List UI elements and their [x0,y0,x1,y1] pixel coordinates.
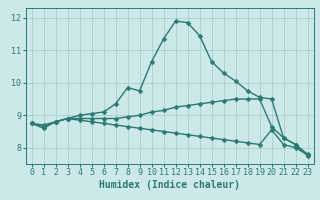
X-axis label: Humidex (Indice chaleur): Humidex (Indice chaleur) [99,180,240,190]
